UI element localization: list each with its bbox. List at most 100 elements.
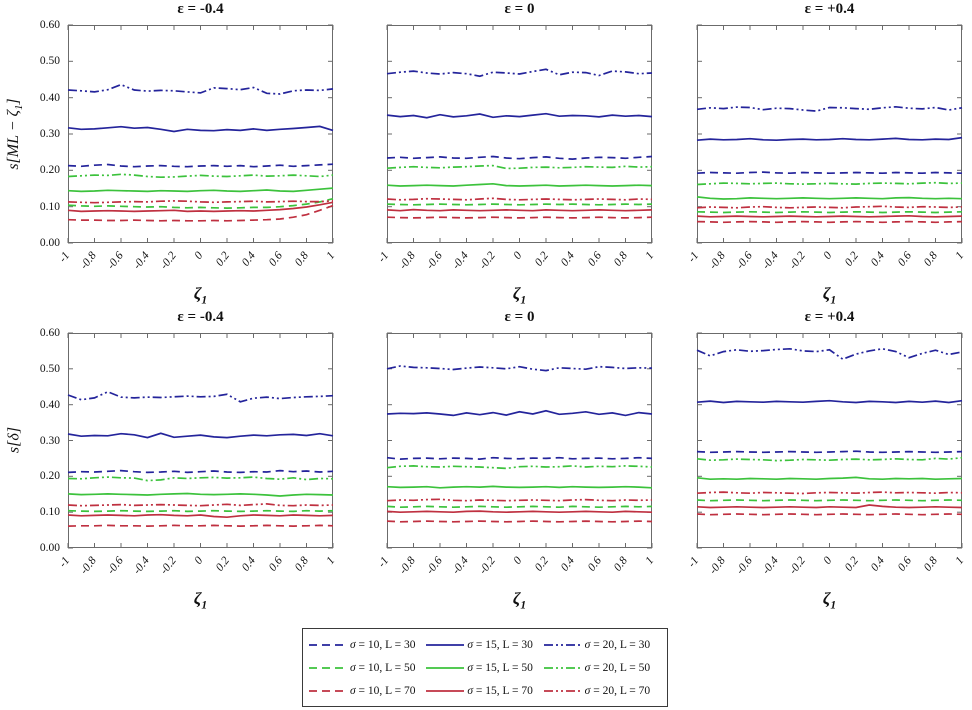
legend-line-sample bbox=[309, 643, 347, 646]
x-tick-label-text: 0.2 bbox=[532, 249, 551, 269]
y-tick-label: 0.10 bbox=[39, 200, 60, 213]
series-line bbox=[696, 504, 963, 509]
axes-box bbox=[697, 25, 962, 243]
x-axis-label: ζ1 bbox=[387, 589, 652, 611]
legend-label: σ = 15, L = 70 bbox=[467, 684, 533, 697]
x-axis-label-text: ζ bbox=[193, 284, 202, 303]
x-tick-label-text: -0.8 bbox=[397, 554, 419, 577]
y-tick-label: 0.40 bbox=[39, 91, 60, 104]
legend-label: σ = 10, L = 30 bbox=[350, 638, 416, 651]
series-line bbox=[386, 155, 653, 160]
x-tick-label-text: -0.4 bbox=[131, 554, 153, 577]
x-tick-label-text: 0.8 bbox=[921, 554, 941, 574]
y-tick-label: 0.40 bbox=[39, 398, 60, 411]
subplot-title: ε = 0 bbox=[504, 309, 535, 325]
legend-label: σ = 20, L = 70 bbox=[584, 684, 651, 697]
legend-entry: σ = 10, L = 50 bbox=[309, 662, 426, 674]
series-line bbox=[386, 409, 653, 417]
x-tick-label-text: 0.4 bbox=[558, 554, 578, 574]
series-line bbox=[386, 203, 653, 206]
legend-entry: σ = 15, L = 50 bbox=[426, 662, 543, 674]
x-axis-label-text: ζ bbox=[193, 589, 202, 608]
legend-entry: σ = 20, L = 30 bbox=[543, 639, 661, 651]
series-line bbox=[696, 513, 963, 516]
series-line bbox=[67, 390, 334, 403]
y-tick-label: 0.50 bbox=[39, 55, 60, 68]
series-line bbox=[386, 216, 653, 219]
legend-entry: σ = 20, L = 50 bbox=[543, 661, 661, 674]
x-axis-label: ζ1 bbox=[68, 284, 333, 306]
series-line bbox=[67, 509, 334, 513]
plot-area bbox=[696, 24, 963, 244]
series-line bbox=[696, 491, 963, 495]
x-tick-label-text: 0.4 bbox=[558, 249, 578, 269]
series-line bbox=[67, 201, 334, 213]
x-tick-label-text: 0.2 bbox=[842, 554, 861, 574]
x-tick-label-text: 0 bbox=[511, 554, 525, 567]
series-line bbox=[67, 492, 334, 497]
x-tick-label-text: 1 bbox=[643, 249, 657, 262]
x-tick-label-text: 0.4 bbox=[868, 249, 888, 269]
series-line bbox=[67, 432, 334, 439]
legend-line-sample bbox=[426, 643, 465, 646]
subplot-title: ε = +0.4 bbox=[804, 309, 855, 325]
series-line bbox=[67, 204, 334, 222]
y-tick-label: 0.00 bbox=[39, 542, 60, 554]
legend-label: σ = 10, L = 50 bbox=[350, 661, 416, 674]
series-line bbox=[696, 105, 963, 112]
x-tick-label-text: 0 bbox=[821, 249, 835, 262]
x-tick-label-text: 1 bbox=[643, 554, 657, 567]
x-tick-label-text: 1 bbox=[953, 249, 967, 262]
series-line bbox=[386, 520, 653, 523]
x-tick-label-text: 0.2 bbox=[213, 249, 232, 269]
x-tick-label-text: -0.4 bbox=[131, 249, 153, 272]
x-tick-label-text: -1 bbox=[376, 249, 392, 265]
axes-box bbox=[387, 333, 652, 548]
series-line bbox=[67, 187, 334, 193]
x-tick-label-text: 0 bbox=[192, 554, 206, 567]
subplot-bottom-middle: ε = 0 -1 -0.8 -0.6 -0.4 -0.2 0 0.2 0.4 0.6 0.8 1 ζ… bbox=[376, 308, 656, 611]
y-tick-label: 0.20 bbox=[39, 164, 60, 177]
x-tick-label-text: 0.4 bbox=[868, 554, 888, 574]
x-tick-label-text: 1 bbox=[324, 554, 338, 567]
x-tick-label-text: -1 bbox=[57, 249, 73, 265]
series-line bbox=[386, 485, 653, 489]
x-tick-label-text: 0.8 bbox=[292, 554, 312, 574]
legend-line-sample bbox=[543, 643, 582, 646]
x-tick-label-text: 1 bbox=[324, 249, 338, 262]
x-tick-label-text: -0.6 bbox=[105, 554, 126, 577]
legend-entry: σ = 20, L = 70 bbox=[543, 684, 661, 697]
x-axis-label-text: ζ bbox=[512, 284, 521, 303]
series-line bbox=[67, 503, 334, 507]
series-line bbox=[67, 163, 334, 168]
x-tick-label-text: 0.4 bbox=[239, 249, 259, 269]
legend-entry: σ = 15, L = 70 bbox=[426, 685, 543, 697]
x-tick-label-text: -1 bbox=[686, 249, 702, 265]
plot-area bbox=[696, 332, 963, 549]
legend-line-sample bbox=[543, 689, 582, 692]
x-tick-label-text: -0.6 bbox=[734, 249, 755, 272]
legend-label: σ = 20, L = 50 bbox=[584, 661, 651, 674]
subplot-title: ε = -0.4 bbox=[177, 1, 224, 17]
legend-label: σ = 15, L = 30 bbox=[467, 638, 533, 651]
x-tick-label-text: -0.2 bbox=[158, 554, 179, 577]
x-tick-label-text: -0.8 bbox=[397, 249, 419, 272]
x-axis-label: ζ1 bbox=[697, 284, 962, 306]
x-tick-label-text: -0.2 bbox=[477, 554, 498, 577]
series-line bbox=[67, 83, 334, 95]
series-line bbox=[386, 208, 653, 212]
x-axis-label: ζ1 bbox=[68, 589, 333, 611]
y-tick-label: 0.50 bbox=[39, 362, 60, 375]
y-tick-label: 0.00 bbox=[39, 237, 60, 249]
x-tick-label-text: 1 bbox=[953, 554, 967, 567]
x-tick-label-text: -0.2 bbox=[787, 249, 808, 272]
series-line bbox=[696, 456, 963, 462]
series-line bbox=[696, 196, 963, 200]
legend-label: σ = 15, L = 50 bbox=[467, 661, 533, 674]
series-line bbox=[696, 347, 963, 361]
x-tick-label-text: 0.8 bbox=[921, 249, 941, 269]
x-tick-label-text: -0.8 bbox=[707, 249, 729, 272]
x-axis-label-subscript: 1 bbox=[830, 293, 837, 307]
x-tick-label-text: -0.2 bbox=[787, 554, 808, 577]
